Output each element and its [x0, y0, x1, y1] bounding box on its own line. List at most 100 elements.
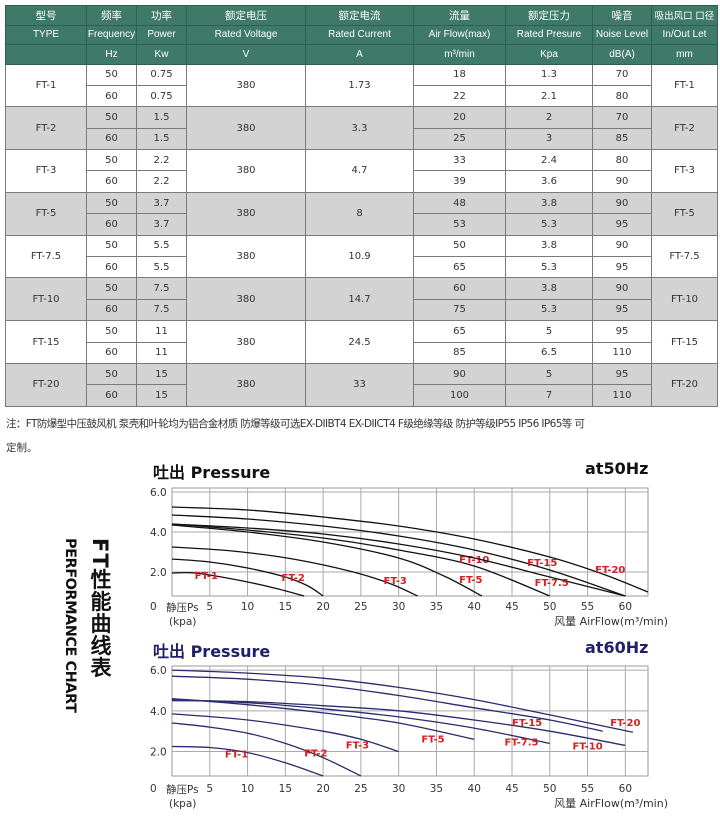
pressure-cell: 5.3	[505, 213, 593, 236]
series-curve-ft-20	[171, 506, 649, 593]
airflow-cell: 65	[413, 256, 506, 279]
noise-cell: 110	[592, 341, 652, 364]
power-cell: 2.2	[136, 170, 187, 193]
x-tick-label: 35	[430, 783, 443, 795]
airflow-cell: 18	[413, 63, 506, 86]
chart-subtitle: at60Hz	[585, 638, 649, 657]
frequency-cell: 60	[86, 213, 137, 236]
pressure-cell: 3.6	[505, 170, 593, 193]
pressure-cell: 2	[505, 106, 593, 129]
plot-frame	[171, 487, 649, 597]
voltage-cell: 380	[186, 149, 306, 193]
power-cell: 15	[136, 384, 187, 407]
chart-50hz: 吐出 Pressure at50Hz 5 10 15 20 25 30 35 40 45 50 55…	[0, 455, 720, 635]
frequency-cell: 50	[86, 362, 137, 386]
model-type-cell: FT-3	[5, 149, 87, 193]
header-cell: V	[186, 44, 306, 65]
series-label: FT-15	[512, 718, 542, 729]
header-cell: Kw	[136, 44, 187, 65]
series-label: FT-1	[195, 571, 218, 582]
pressure-cell: 1.3	[505, 63, 593, 86]
plot-frame	[171, 665, 649, 777]
spec-table: 型号 频率 功率 额定电压 额定电流 流量 额定压力 噪音 吸出风口 口径 TY…	[5, 5, 718, 407]
side-title-zh: FT性能曲线表	[88, 538, 112, 679]
power-cell: 7.5	[136, 277, 187, 300]
current-cell: 14.7	[305, 277, 414, 322]
header-cell: Hz	[86, 44, 137, 65]
noise-cell: 95	[592, 256, 652, 279]
header-cell: Rated Presure	[505, 24, 593, 45]
x-tick-label: 60	[619, 601, 632, 613]
x-tick-label: 5	[206, 601, 213, 613]
header-cell: Power	[136, 24, 187, 45]
table-row: 60 11 85 6.5 110	[6, 341, 718, 364]
table-row: FT-7.5 50 5.5 380 10.9 50 3.8 90 FT-7.5	[5, 234, 718, 279]
frequency-cell: 60	[86, 298, 137, 322]
y-tick-label: 4.0	[150, 706, 167, 718]
x-tick-label: 40	[468, 601, 481, 613]
header-cell	[5, 44, 87, 65]
airflow-cell: 20	[413, 106, 506, 129]
table-row: FT-3 50 2.2 380 4.7 33 2.4 80 FT-3	[5, 149, 718, 193]
pressure-cell: 5	[505, 320, 593, 343]
x-tick-label: 35	[430, 601, 443, 613]
port-cell: FT-5	[651, 191, 718, 236]
y-tick-label: 2.0	[150, 567, 167, 579]
header-cell: m³/min	[413, 44, 506, 65]
series-curve-ft-3	[171, 713, 399, 753]
series-label: FT-10	[459, 555, 489, 566]
performance-chart-title: FT性能曲线表 PERFORMANCE CHART	[60, 538, 120, 728]
x-tick-label: 40	[468, 783, 481, 795]
series-curve-ft-5	[171, 697, 475, 740]
airflow-cell: 60	[413, 277, 506, 300]
header-cell: 额定电流	[305, 5, 414, 26]
noise-cell: 95	[592, 320, 652, 343]
y-tick-label: 4.0	[150, 527, 167, 539]
series-curve-ft-2	[171, 722, 362, 777]
x-tick-label: 50	[543, 783, 556, 795]
airflow-cell: 100	[413, 384, 506, 407]
origin-label: 0	[150, 601, 157, 613]
x-tick-label: 10	[241, 601, 254, 613]
x-axis-label: 风量 AirFlow(m³/min)	[554, 797, 668, 810]
airflow-cell: 50	[413, 234, 506, 258]
series-label: FT-1	[225, 750, 248, 761]
port-cell: FT-2	[651, 106, 718, 151]
x-tick-label: 60	[619, 783, 632, 795]
power-cell: 5.5	[136, 256, 187, 279]
series-label: FT-2	[304, 749, 327, 760]
series-curve-ft-15	[171, 675, 603, 732]
power-cell: 15	[136, 362, 187, 386]
noise-cell: 80	[592, 149, 652, 172]
header-row-en: TYPE Frequency Power Rated Voltage Rated…	[5, 24, 718, 45]
airflow-cell: 48	[413, 191, 506, 215]
power-cell: 3.7	[136, 213, 187, 236]
header-row-zh: 型号 频率 功率 额定电压 额定电流 流量 额定压力 噪音 吸出风口 口径	[5, 5, 718, 26]
series-curve-ft-7-5	[171, 523, 626, 597]
series-curve-ft-1	[171, 571, 305, 597]
y-axis-unit: (kpa)	[169, 798, 196, 810]
header-cell: 额定电压	[186, 5, 306, 26]
pressure-cell: 2.1	[505, 84, 593, 108]
power-cell: 7.5	[136, 298, 187, 322]
header-cell: 额定压力	[505, 5, 593, 26]
current-cell: 3.3	[305, 106, 414, 151]
series-label: FT-15	[527, 558, 557, 569]
x-tick-label: 15	[279, 783, 292, 795]
power-cell: 1.5	[136, 127, 187, 151]
model-type-cell: FT-1	[5, 63, 87, 108]
x-tick-label: 30	[392, 601, 405, 613]
side-title-en: PERFORMANCE CHART	[62, 538, 78, 713]
y-tick-label: 6.0	[150, 665, 167, 677]
table-row: FT-5 50 3.7 380 8 48 3.8 90 FT-5	[5, 191, 718, 236]
model-type-cell: FT-10	[5, 277, 87, 322]
header-cell: Noise Level	[592, 24, 652, 45]
noise-cell: 95	[592, 362, 652, 386]
voltage-cell: 380	[186, 320, 306, 364]
x-tick-label: 15	[279, 601, 292, 613]
header-cell: Frequency	[86, 24, 137, 45]
frequency-cell: 60	[86, 384, 137, 407]
frequency-cell: 60	[86, 256, 137, 279]
series-curve-ft-7-5	[171, 698, 550, 745]
header-cell: Kpa	[505, 44, 593, 65]
